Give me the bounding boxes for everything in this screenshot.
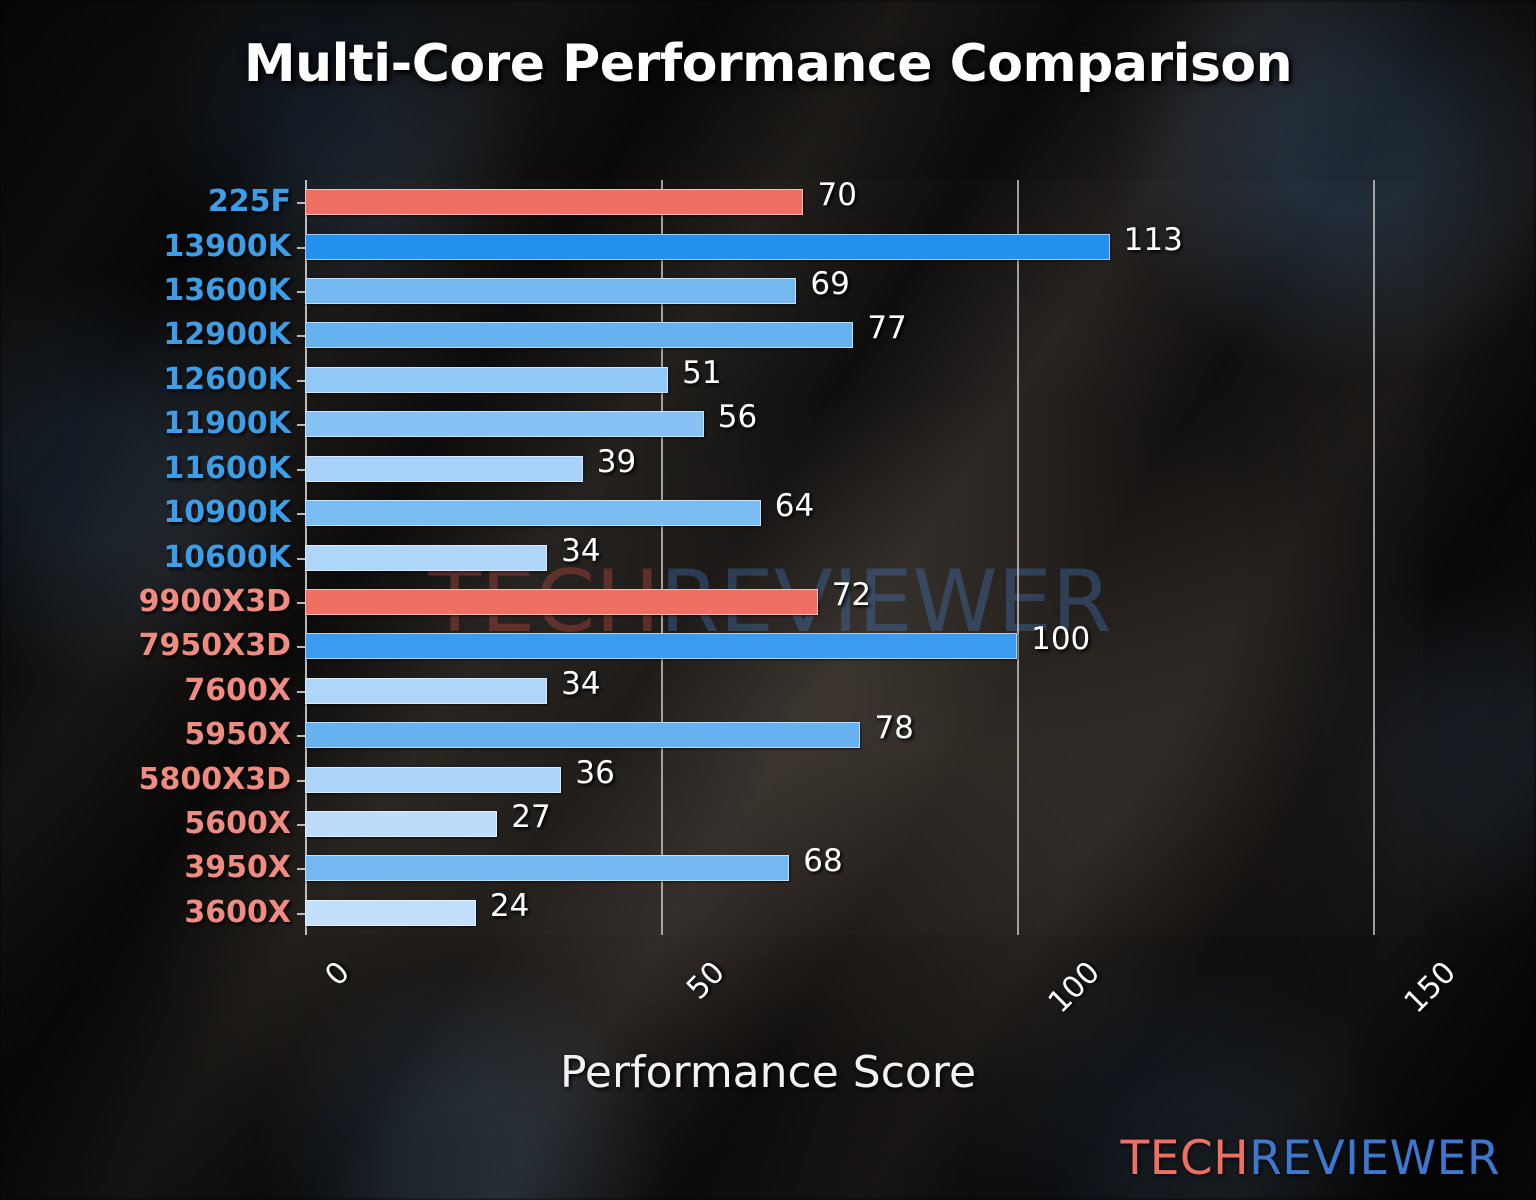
bar-7600X [305,677,548,704]
bar-13600K [305,278,797,305]
bar-value-3600X: 24 [489,887,530,924]
bar-value-11600K: 39 [596,443,637,480]
y-tick-mark-13600K [297,291,305,294]
y-tick-label-12900K: 12900K [163,317,291,353]
bar-12900K [305,322,854,349]
y-tick-mark-3600X [297,912,305,915]
y-tick-label-13600K: 13600K [163,273,291,309]
bar-3600X [305,899,476,926]
bar-13900K [305,233,1110,260]
bar-value-12600K: 51 [682,354,722,391]
bar-225F [305,189,804,216]
y-tick-mark-13900K [297,246,305,249]
y-tick-mark-11600K [297,468,305,471]
plot-area: 70 113 69 77 51 56 39 64 34 72 100 34 78 36 27 68 24 [297,177,1423,935]
y-tick-mark-225F [297,202,305,205]
y-tick-label-12600K: 12600K [163,361,291,397]
y-tick-label-11900K: 11900K [163,406,291,442]
y-tick-label-9900X3D: 9900X3D [138,583,291,619]
y-tick-mark-9900X3D [297,601,305,604]
y-tick-mark-3950X [297,868,305,871]
y-tick-label-7600X: 7600X [184,672,291,708]
bar-5800X3D [305,766,562,793]
y-tick-mark-7600X [297,690,305,693]
bar-11900K [305,411,704,438]
bar-9900X3D [305,588,818,615]
logo-tech: TECH [1120,1131,1250,1186]
bar-5600X [305,810,498,837]
bar-5950X [305,722,861,749]
y-tick-mark-5950X [297,735,305,738]
bar-value-9900X3D: 72 [831,576,872,613]
bar-10600K [305,544,548,571]
bar-value-5800X3D: 36 [575,754,615,791]
y-tick-mark-12600K [297,379,305,382]
bar-3950X [305,855,790,882]
bar-12600K [305,366,669,393]
bar-value-10600K: 34 [561,532,601,569]
y-tick-label-7950X3D: 7950X3D [138,628,291,664]
brand-logo: TECHREVIEWER [1121,1131,1500,1186]
y-tick-mark-5800X3D [297,779,305,782]
bar-value-5600X: 27 [511,798,551,835]
bar-value-5950X: 78 [874,710,914,747]
y-tick-label-5600X: 5600X [184,805,291,841]
bar-10900K [305,500,761,527]
y-tick-label-3950X: 3950X [184,850,291,886]
bar-value-10900K: 64 [774,488,815,525]
y-tick-mark-12900K [297,335,305,338]
y-tick-label-10600K: 10600K [163,539,291,575]
chart-title: Multi-Core Performance Comparison [243,34,1293,94]
bar-value-12900K: 77 [867,310,907,347]
y-tick-label-3600X: 3600X [184,894,291,930]
y-tick-label-11600K: 11600K [163,450,291,486]
gridline-100 [1017,180,1019,935]
y-tick-mark-5600X [297,823,305,826]
bar-7950X3D [305,633,1018,660]
y-tick-mark-7950X3D [297,646,305,649]
y-tick-label-10900K: 10900K [163,495,291,531]
bar-value-7600X: 34 [561,665,601,702]
gridline-150 [1373,180,1375,935]
bar-value-7950X3D: 100 [1031,621,1091,658]
logo-reviewer: REVIEWER [1249,1131,1500,1186]
y-tick-mark-10900K [297,513,305,516]
y-tick-label-225F: 225F [207,184,291,220]
y-tick-label-13900K: 13900K [163,228,291,264]
y-tick-label-5800X3D: 5800X3D [138,761,291,797]
x-axis-title: Performance Score [559,1047,977,1098]
bar-11600K [305,455,583,482]
bar-value-11900K: 56 [717,399,758,436]
bar-value-3950X: 68 [803,843,843,880]
bar-value-13600K: 69 [810,266,850,303]
y-tick-label-5950X: 5950X [184,717,291,753]
gridline-50 [661,180,663,935]
y-tick-mark-11900K [297,424,305,427]
bar-value-225F: 70 [817,177,857,214]
bar-value-13900K: 113 [1123,221,1183,258]
y-tick-mark-10600K [297,557,305,560]
